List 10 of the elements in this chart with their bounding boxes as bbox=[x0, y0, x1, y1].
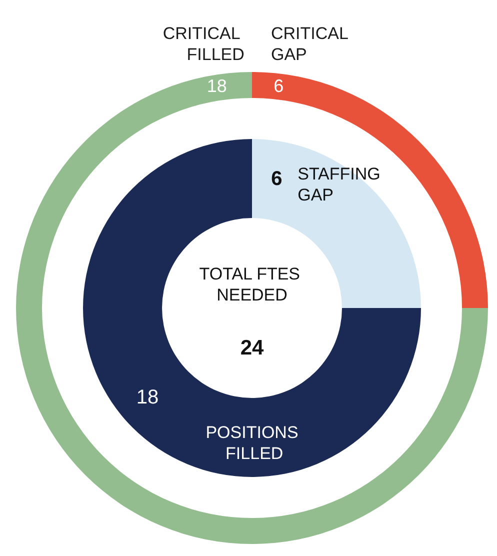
slice-label: POSITIONS FILLED bbox=[206, 422, 298, 463]
slice-label: CRITICAL GAP bbox=[271, 24, 353, 64]
slice-label: CRITICAL FILLED bbox=[162, 24, 244, 64]
data-label: 6 bbox=[274, 76, 284, 96]
data-label: 18 bbox=[136, 386, 159, 408]
data-label: 6 bbox=[271, 168, 282, 190]
data-label: 18 bbox=[206, 76, 227, 96]
text: 24 bbox=[240, 336, 264, 360]
slice-label: STAFFING GAP bbox=[298, 164, 386, 204]
text: TOTAL FTES NEEDED bbox=[199, 264, 305, 304]
